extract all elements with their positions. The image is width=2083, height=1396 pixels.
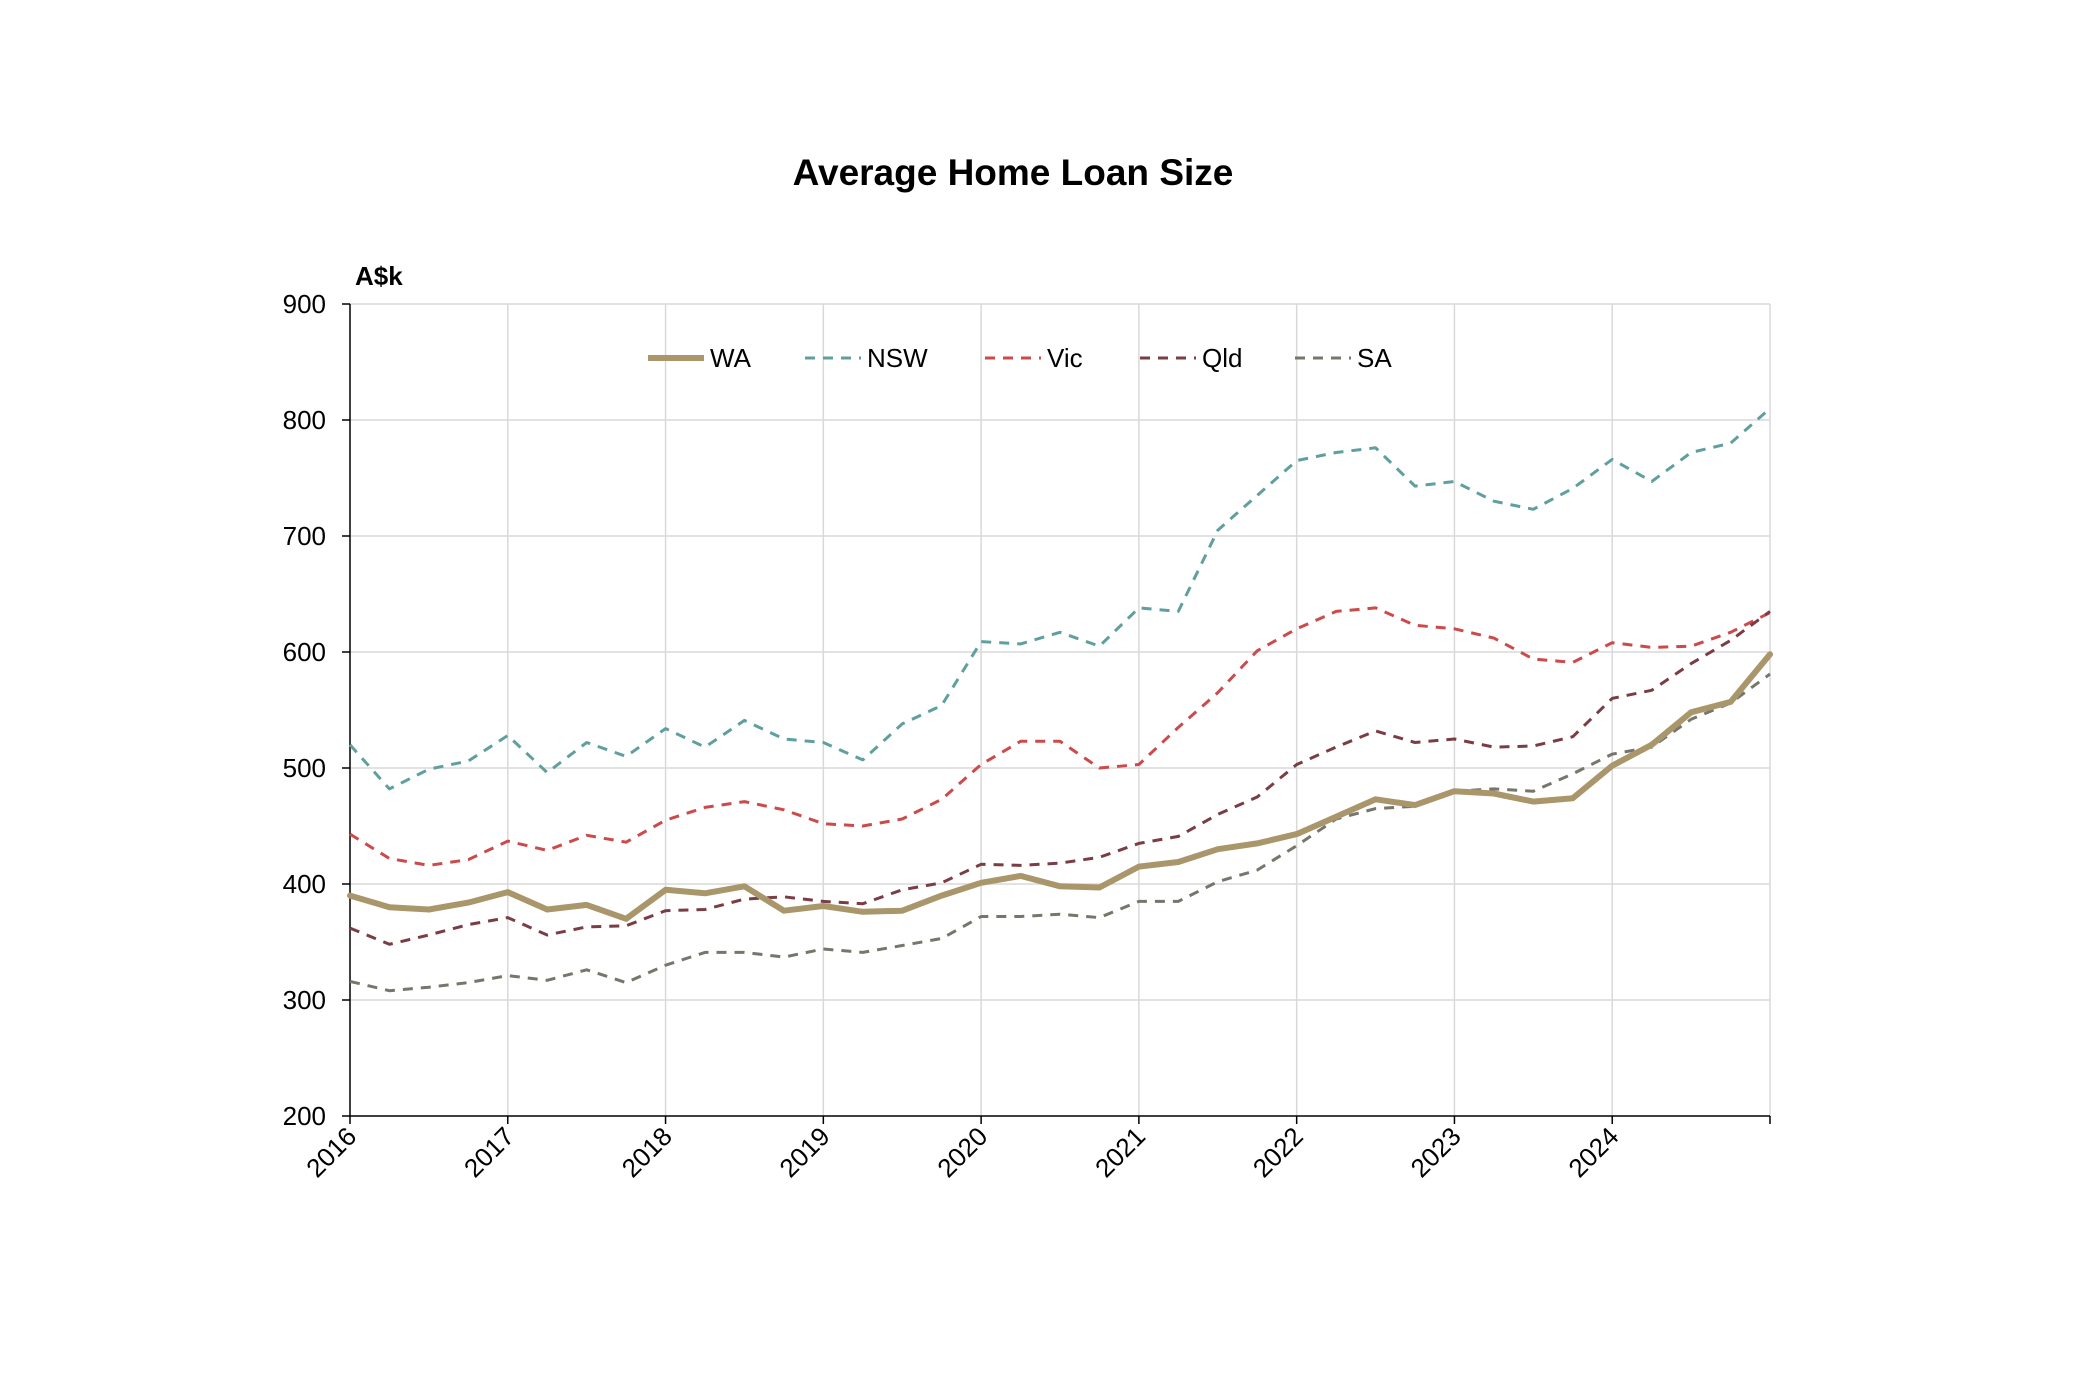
chart-title: Average Home Loan Size — [793, 152, 1234, 193]
x-tick-label: 2024 — [1562, 1121, 1624, 1183]
series-lines — [347, 407, 1773, 993]
x-tick-label: 2018 — [616, 1121, 678, 1183]
legend-label-vic: Vic — [1047, 343, 1083, 373]
series-line-vic — [349, 606, 1771, 867]
legend: WA NSW Vic Qld SA — [648, 343, 1392, 373]
y-tick-label: 800 — [283, 405, 326, 435]
legend-label-sa: SA — [1357, 343, 1392, 373]
series-line-sa — [349, 672, 1771, 993]
x-tick-label: 2022 — [1247, 1121, 1309, 1183]
legend-label-nsw: NSW — [867, 343, 928, 373]
y-tick-label: 900 — [283, 289, 326, 319]
y-unit-label: A$k — [355, 261, 403, 291]
legend-label-qld: Qld — [1202, 343, 1242, 373]
x-tick-label: 2020 — [931, 1121, 993, 1183]
legend-label-wa: WA — [710, 343, 752, 373]
series-line-nsw — [348, 407, 1771, 791]
x-tick-label: 2019 — [773, 1121, 835, 1183]
x-tick-label: 2021 — [1089, 1121, 1151, 1183]
y-tick-label: 400 — [283, 869, 326, 899]
y-tick-label: 700 — [283, 521, 326, 551]
x-tick-label: 2017 — [458, 1121, 520, 1183]
x-tick-label: 2023 — [1405, 1121, 1467, 1183]
y-tick-label: 300 — [283, 985, 326, 1015]
y-tick-label: 200 — [283, 1101, 326, 1131]
series-line-wa — [347, 651, 1773, 922]
y-tick-label: 600 — [283, 637, 326, 667]
gridlines — [350, 303, 1771, 1116]
y-tick-label: 500 — [283, 753, 326, 783]
